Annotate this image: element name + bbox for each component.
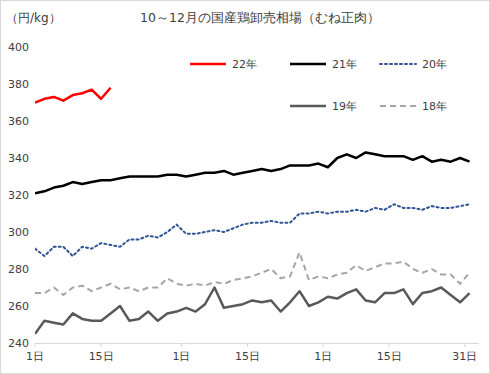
y-tick-label: 260 <box>8 300 29 313</box>
plot-area <box>35 88 470 334</box>
title: 10～12月の国産鶏卸売相場（むね正肉） <box>140 10 380 25</box>
legend-label: 22年 <box>232 58 257 71</box>
y-tick-label: 240 <box>8 337 29 350</box>
x-tick-label: 31日 <box>452 350 477 363</box>
x-tick <box>101 343 102 347</box>
legend-swatch <box>290 105 326 108</box>
y-tick-label: 300 <box>8 226 29 239</box>
legend-label: 18年 <box>422 100 447 113</box>
x-tick <box>35 343 36 347</box>
x-tick <box>247 343 248 347</box>
series-line <box>35 288 470 334</box>
series-line <box>35 88 111 103</box>
y-tick-label: 400 <box>8 41 29 54</box>
legend-label: 20年 <box>422 58 447 71</box>
y-tick-label: 340 <box>8 152 29 165</box>
y-tick-label: 320 <box>8 189 29 202</box>
y-tick-label: 280 <box>8 263 29 276</box>
chart-root: 10～12月の国産鶏卸売相場（むね正肉） （円/kg） 240 260 280 300 32… <box>0 0 490 374</box>
x-tick <box>464 343 465 347</box>
x-tick-label: 1日 <box>26 350 44 363</box>
legend: 22年 21年 20年 19年 18年 <box>190 58 447 113</box>
series-line <box>35 152 470 193</box>
y-tick-label: 380 <box>8 78 29 91</box>
y-axis-label: （円/kg） <box>6 11 61 25</box>
legend-swatch <box>380 105 416 107</box>
chart: 10～12月の国産鶏卸売相場（むね正肉） （円/kg） 240 260 280 300 32… <box>0 0 490 374</box>
series-line <box>35 252 470 295</box>
x-tick <box>323 343 324 347</box>
legend-swatch <box>290 63 326 66</box>
background <box>1 1 490 374</box>
legend-swatch <box>380 63 416 65</box>
legend-swatch <box>190 63 226 66</box>
x-tick <box>181 343 182 347</box>
series-line <box>35 204 470 256</box>
legend-label: 21年 <box>332 58 357 71</box>
x-tick-label: 15日 <box>235 350 260 363</box>
y-tick-label: 360 <box>8 115 29 128</box>
legend-label: 19年 <box>332 100 357 113</box>
x-tick-label: 1日 <box>314 350 332 363</box>
x-tick-label: 15日 <box>89 350 114 363</box>
x-tick-label: 1日 <box>172 350 190 363</box>
x-tick-label: 15日 <box>377 350 402 363</box>
x-tick <box>389 343 390 347</box>
